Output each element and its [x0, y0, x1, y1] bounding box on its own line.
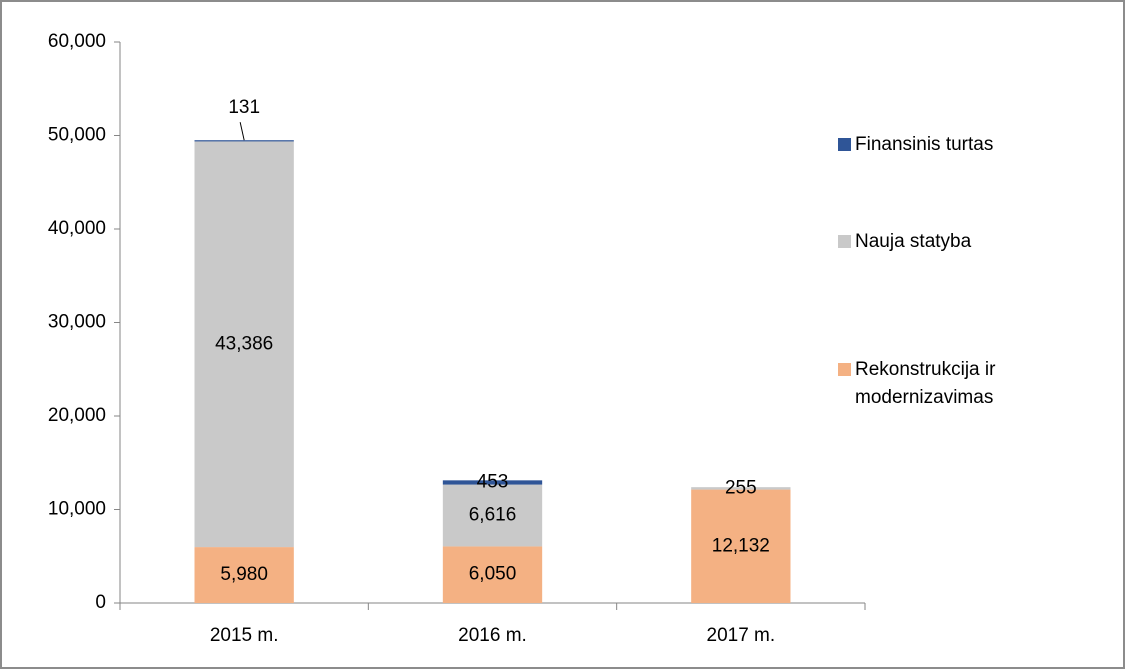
data-label: 43,386	[215, 333, 273, 354]
bar-segment	[442, 480, 543, 485]
legend-label: Finansinis turtas	[855, 134, 994, 155]
legend-swatch	[838, 235, 851, 248]
legend-label: Rekonstrukcija ir modernizavimas	[855, 359, 996, 408]
data-label: 5,980	[220, 564, 268, 585]
data-label: 12,132	[712, 535, 770, 556]
legend-swatch	[838, 363, 851, 376]
y-tick-label: 20,000	[48, 405, 106, 426]
y-tick-label: 50,000	[48, 125, 106, 146]
y-tick-label: 40,000	[48, 218, 106, 239]
legend-swatch	[838, 138, 851, 151]
y-tick-label: 10,000	[48, 499, 106, 520]
data-label: 6,616	[469, 505, 517, 526]
data-label: 255	[725, 477, 757, 498]
leader-line	[239, 122, 245, 141]
bar-segment	[194, 547, 294, 603]
data-label: 6,050	[469, 564, 517, 585]
data-label: 453	[477, 471, 509, 492]
bar-segment	[194, 140, 294, 142]
bar-segment	[691, 487, 791, 490]
bar-segment	[442, 546, 543, 603]
y-tick-label: 60,000	[48, 31, 106, 52]
x-tick-label: 2015 m.	[210, 625, 279, 646]
bar-segment	[691, 489, 791, 603]
x-tick-label: 2016 m.	[458, 625, 527, 646]
legend-label: Nauja statyba	[855, 231, 972, 252]
data-label: 131	[228, 97, 260, 118]
bar-segment	[442, 484, 543, 547]
bar-segment	[194, 141, 294, 548]
x-tick-label: 2017 m.	[707, 625, 776, 646]
y-tick-label: 0	[95, 592, 106, 613]
y-tick-label: 30,000	[48, 312, 106, 333]
